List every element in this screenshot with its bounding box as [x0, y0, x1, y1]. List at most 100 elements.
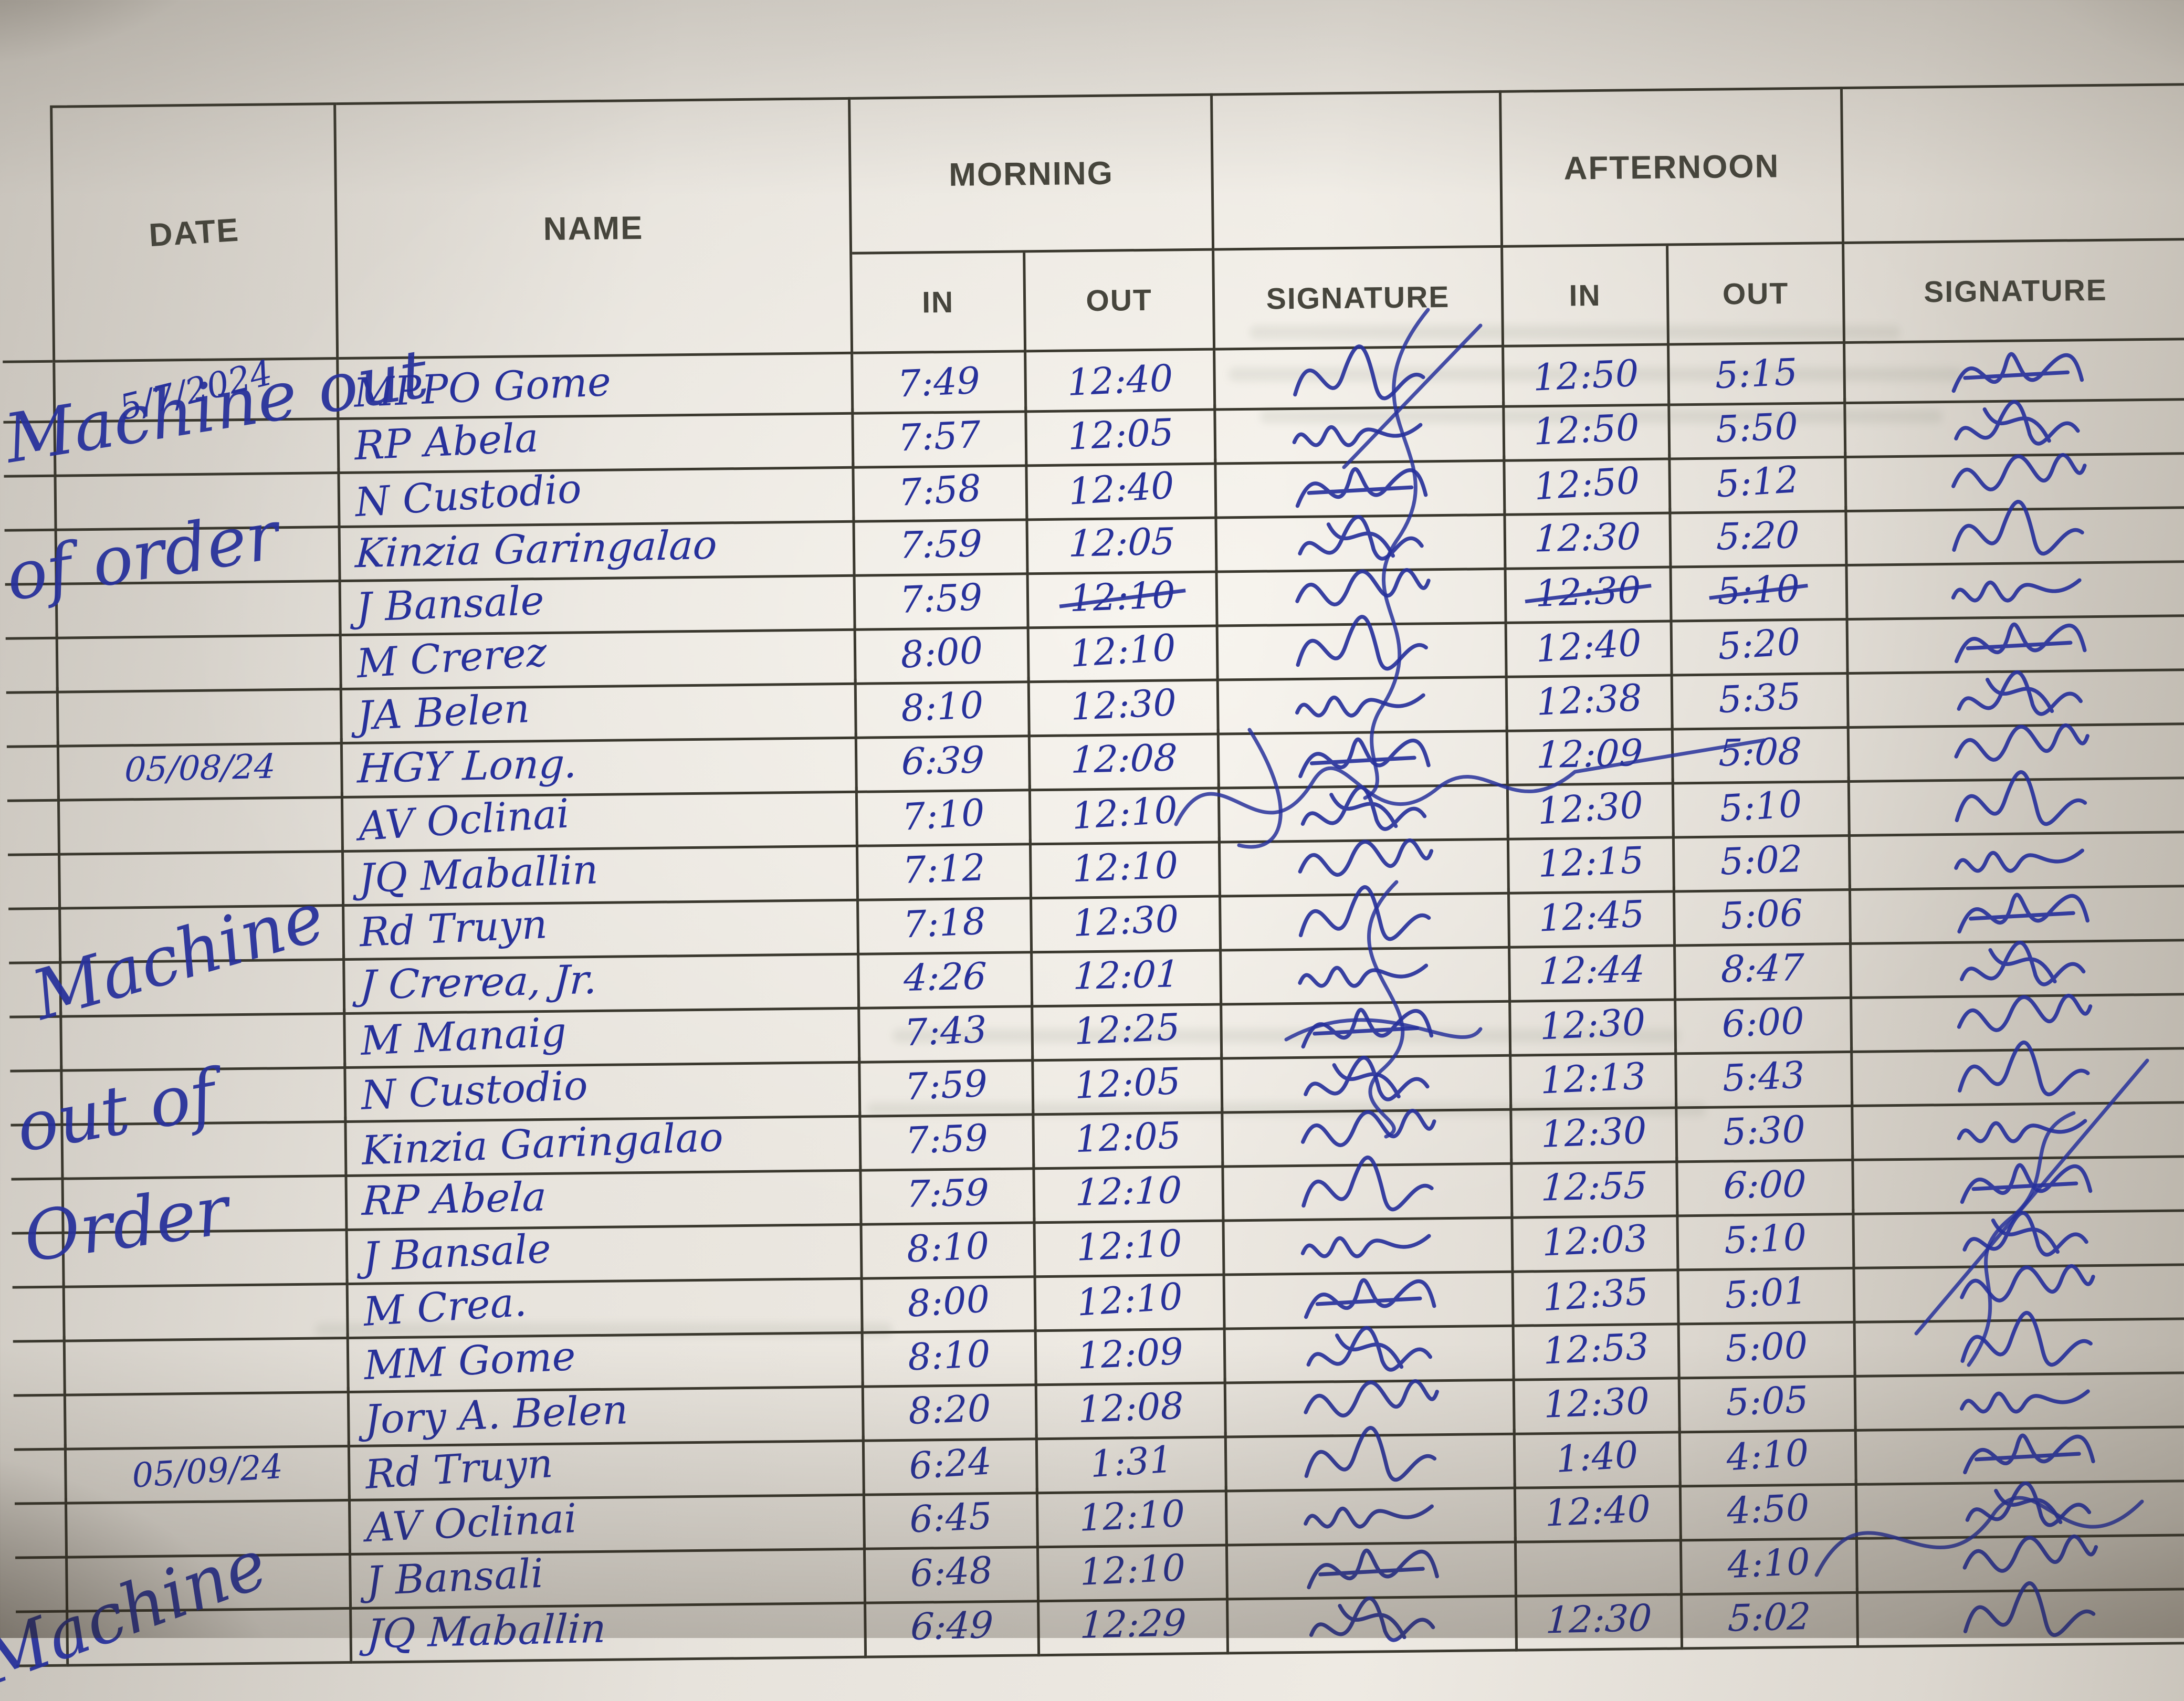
morning-in-cell: 7:59 [861, 1109, 1035, 1172]
name-cell-text: Kinzia Garingalao [361, 1112, 724, 1174]
morning-out-cell-text: 12:10 [1075, 1221, 1183, 1269]
afternoon-out-cell: 5:50 [1670, 397, 1847, 460]
afternoon-out-cell-text: 4:10 [1726, 1540, 1811, 1587]
header-afternoon-signature: SIGNATURE [1844, 240, 2184, 344]
afternoon-out-cell-text: 5:15 [1714, 350, 1799, 397]
date-cell [66, 1603, 353, 1667]
date-cell [63, 1387, 350, 1451]
afternoon-in-cell-text: 12:44 [1538, 947, 1646, 993]
morning-out-cell-text: 12:25 [1073, 1005, 1181, 1053]
afternoon-in-cell: 1:40 [1515, 1427, 1682, 1489]
morning-in-cell: 8:10 [863, 1326, 1037, 1388]
afternoon-out-cell-text: 5:10 [1723, 1215, 1808, 1263]
morning-in-cell: 7:59 [855, 569, 1030, 631]
afternoon-in-cell: 12:38 [1507, 670, 1674, 732]
header-morning-label: MORNING [948, 155, 1114, 193]
morning-out-cell: 12:40 [1027, 458, 1217, 521]
morning-in-cell: 7:58 [854, 460, 1028, 523]
afternoon-in-cell: 12:40 [1516, 1481, 1682, 1544]
morning-out-cell-text: 12:10 [1068, 573, 1176, 621]
date-cell [53, 414, 340, 477]
morning-out-cell-text: 12:30 [1072, 897, 1180, 945]
afternoon-in-cell-text: 12:40 [1544, 1487, 1652, 1535]
afternoon-in-cell: 12:13 [1511, 1048, 1678, 1111]
afternoon-out-cell: 5:20 [1671, 506, 1848, 569]
morning-in-cell-text: 8:00 [906, 1277, 991, 1326]
afternoon-in-cell-text: 12:30 [1540, 1109, 1648, 1156]
morning-out-cell-text: 12:08 [1070, 736, 1178, 782]
morning-in-cell: 6:48 [865, 1542, 1040, 1604]
afternoon-in-cell-text: 12:50 [1532, 405, 1641, 454]
margin-cell [10, 1119, 61, 1181]
afternoon-out-cell-text: 5:05 [1725, 1378, 1810, 1424]
name-cell-text: Kinzia Garingalao [354, 520, 718, 576]
date-cell [60, 1062, 347, 1126]
morning-out-cell: 12:10 [1028, 566, 1219, 629]
attendance-sheet: DATE NAME MORNING AFTERNOON IN OUT SIGNA… [0, 83, 2184, 1667]
morning-out-cell-text: 12:10 [1070, 788, 1179, 838]
afternoon-in-cell-text: 12:35 [1541, 1269, 1650, 1320]
afternoon-out-cell-text: 5:30 [1722, 1107, 1807, 1154]
morning-out-cell: 12:10 [1036, 1269, 1226, 1332]
afternoon-in-cell: 12:03 [1513, 1211, 1679, 1273]
morning-in-cell: 6:39 [857, 731, 1031, 793]
header-morning-out: OUT [1025, 250, 1216, 353]
name-cell-text: RP Abela [361, 1172, 548, 1224]
afternoon-out-cell: 6:00 [1678, 1154, 1855, 1217]
morning-out-cell-text: 12:05 [1067, 519, 1176, 565]
afternoon-in-cell: 12:30 [1506, 508, 1672, 570]
afternoon-in-cell: 12:09 [1508, 724, 1674, 786]
morning-signature-scribble [1228, 1591, 1518, 1655]
name-cell-text: J Crerea, Jr. [359, 956, 598, 1009]
morning-out-cell: 12:05 [1034, 1107, 1224, 1170]
date-cell [62, 1278, 349, 1342]
morning-in-cell: 7:10 [857, 785, 1032, 847]
afternoon-in-cell: 12:15 [1509, 832, 1675, 895]
morning-in-cell: 7:18 [858, 893, 1033, 956]
afternoon-out-cell-text: 5:43 [1721, 1053, 1807, 1100]
afternoon-out-cell-text: 5:35 [1717, 675, 1802, 722]
morning-out-cell: 12:30 [1032, 891, 1222, 954]
date-cell [65, 1549, 352, 1613]
morning-out-cell-text: 12:10 [1075, 1275, 1184, 1325]
morning-in-cell-text: 8:10 [906, 1224, 990, 1271]
name-cell-text: N Custodio [360, 1061, 589, 1119]
morning-out-cell: 12:01 [1033, 945, 1223, 1008]
name-cell-text: M Crea. [362, 1278, 528, 1335]
morning-out-cell: 12:10 [1038, 1540, 1229, 1603]
morning-signature-scribble [1223, 1050, 1513, 1114]
header-afternoon-label: AFTERNOON [1563, 148, 1780, 187]
header-blank [1212, 90, 1504, 251]
date-cell: 05/09/24 [64, 1441, 351, 1505]
morning-in-cell-text: 6:48 [909, 1548, 994, 1595]
morning-in-cell: 4:26 [859, 947, 1034, 1010]
afternoon-signature-scribble [1858, 1581, 2184, 1648]
morning-signature-scribble [1216, 455, 1506, 519]
afternoon-in-cell-text: 12:45 [1537, 892, 1646, 940]
margin-cell [10, 1065, 61, 1127]
morning-out-cell-text: 12:05 [1074, 1114, 1182, 1161]
morning-out-cell: 12:10 [1035, 1161, 1225, 1224]
afternoon-in-cell-text: 12:38 [1535, 676, 1643, 724]
date-cell [61, 1170, 348, 1234]
morning-in-cell: 7:59 [862, 1163, 1036, 1226]
morning-in-cell-text: 8:20 [907, 1386, 992, 1433]
morning-in-cell: 6:45 [865, 1488, 1039, 1550]
afternoon-out-cell: 5:10 [1674, 776, 1851, 839]
afternoon-out-cell: 5:08 [1673, 722, 1850, 785]
date-cell [57, 792, 344, 856]
date-cell [54, 522, 341, 585]
afternoon-in-cell: 12:53 [1514, 1319, 1681, 1381]
afternoon-in-cell-text: 12:13 [1539, 1054, 1647, 1102]
morning-in-cell-text: 7:58 [897, 466, 983, 514]
afternoon-out-cell-text: 6:00 [1721, 999, 1805, 1046]
morning-in-cell-text: 4:26 [902, 954, 988, 1000]
afternoon-out-cell: 5:06 [1675, 884, 1852, 947]
morning-in-cell-text: 8:10 [907, 1332, 992, 1379]
morning-signature-scribble [1216, 401, 1506, 465]
margin-cell [6, 741, 57, 802]
date-cell-text: 05/08/24 [123, 747, 277, 790]
margin-cell [7, 849, 59, 910]
morning-out-cell: 1:31 [1037, 1432, 1227, 1495]
afternoon-out-cell: 5:10 [1672, 560, 1849, 623]
